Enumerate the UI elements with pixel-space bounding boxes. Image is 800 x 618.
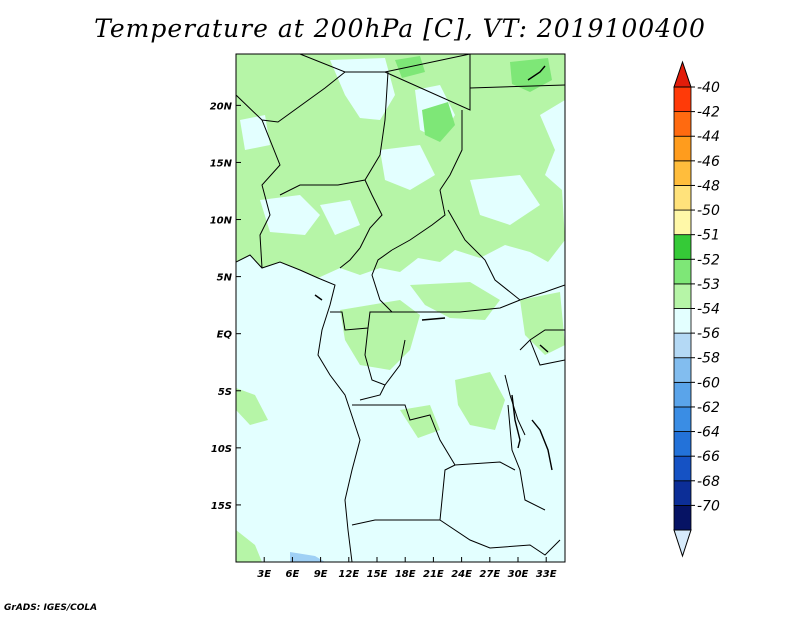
lon-label: 21E	[423, 569, 444, 580]
map-title: Temperature at 200hPa [C], VT: 201910040…	[94, 14, 706, 43]
temperature-fill	[236, 54, 565, 562]
colorbar-band	[673, 504, 692, 531]
colorbar-band	[673, 357, 692, 383]
lat-label: 15N	[210, 158, 233, 169]
longitude-ticks: 3E 6E 9E 12E 15E 18E 21E 24E 27E 30E 33E	[257, 557, 557, 580]
footer-credit: GrADS: IGES/COLA	[4, 603, 98, 613]
colorbar-label: -46	[697, 154, 720, 170]
colorbar: -40 -42 -44 -46 -48 -50 -51 -52 -53 -54 -56 -58 -60 -…	[673, 60, 720, 558]
lon-label: 12E	[338, 569, 359, 580]
colorbar-band	[673, 431, 692, 457]
lon-label: 6E	[286, 569, 300, 580]
colorbar-band	[673, 160, 692, 186]
colorbar-band	[673, 86, 692, 113]
lon-label: 9E	[314, 569, 328, 580]
colorbar-band	[673, 111, 692, 137]
lon-label: 27E	[479, 569, 500, 580]
lat-label: 20N	[210, 101, 233, 112]
lon-label: 3E	[257, 569, 271, 580]
colorbar-label: -50	[697, 203, 720, 219]
colorbar-band	[673, 332, 692, 359]
colorbar-bottom-triangle	[673, 529, 692, 558]
colorbar-band	[673, 234, 692, 260]
colorbar-label: -53	[697, 277, 720, 293]
colorbar-band	[673, 258, 692, 285]
colorbar-label: -52	[697, 252, 720, 268]
country-borders	[236, 54, 565, 562]
map-plot-area: 20N 15N 10N 5N EQ 5S 10S 15S 3E 6E 9E 12E 15E 18E 21E…	[210, 53, 566, 580]
colorbar-band	[673, 308, 692, 334]
colorbar-band	[673, 135, 692, 162]
colorbar-label: -68	[697, 474, 720, 490]
lat-label: 10S	[211, 444, 232, 455]
colorbar-band	[673, 455, 692, 482]
colorbar-label: -60	[697, 375, 720, 391]
colorbar-band	[673, 283, 692, 309]
latitude-ticks: 20N 15N 10N 5N EQ 5S 10S 15S	[210, 101, 241, 512]
map-border	[235, 53, 566, 563]
colorbar-band	[673, 480, 692, 506]
colorbar-top-triangle	[673, 60, 692, 88]
colorbar-label: -54	[697, 302, 720, 318]
lat-label: 5S	[218, 387, 232, 398]
colorbar-label: -42	[697, 105, 720, 121]
lat-label: 5N	[217, 273, 233, 284]
lat-label: 15S	[211, 501, 232, 512]
colorbar-label: -66	[697, 449, 720, 465]
lon-label: 15E	[367, 569, 388, 580]
lake-outlines	[314, 65, 553, 471]
lon-label: 18E	[395, 569, 416, 580]
colorbar-band	[673, 209, 692, 236]
lon-label: 24E	[451, 569, 472, 580]
colorbar-label: -48	[697, 178, 720, 194]
colorbar-label: -40	[697, 80, 720, 96]
lat-label: 10N	[210, 216, 233, 227]
colorbar-label: -56	[697, 326, 720, 342]
colorbar-label: -51	[697, 228, 720, 244]
colorbar-label: -64	[697, 425, 720, 441]
colorbar-label: -62	[697, 400, 720, 416]
colorbar-label: -44	[697, 129, 720, 145]
lon-label: 33E	[536, 569, 557, 580]
colorbar-label: -58	[697, 351, 720, 367]
colorbar-band	[673, 406, 692, 432]
colorbar-label: -70	[697, 498, 720, 514]
colorbar-band	[673, 185, 692, 211]
colorbar-band	[673, 381, 692, 408]
lat-label: EQ	[217, 330, 233, 341]
lon-label: 30E	[508, 569, 529, 580]
